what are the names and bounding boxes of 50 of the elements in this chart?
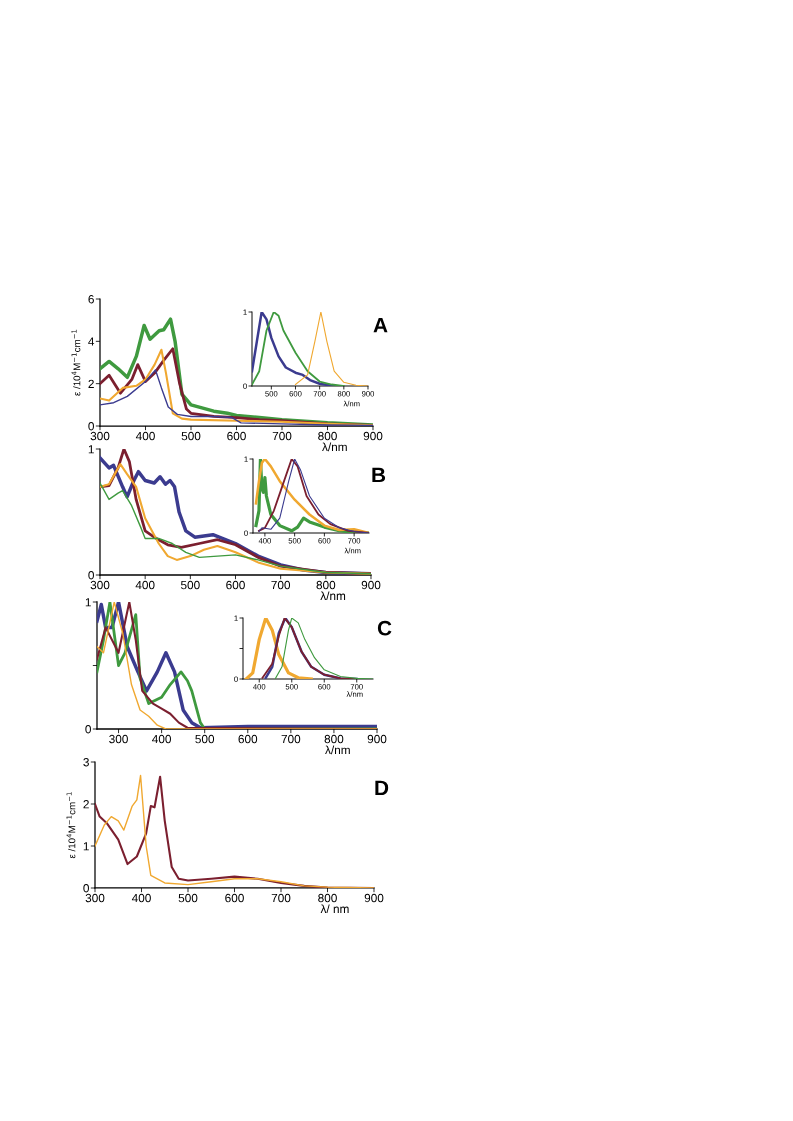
x-axis-title: λ/nm (322, 442, 347, 452)
x-tick-label: 300 (109, 734, 128, 744)
x-tick-label: 800 (316, 580, 336, 590)
x-tick-label: 400 (131, 893, 151, 903)
x-tick-label: 900 (363, 431, 383, 441)
x-tick-label: 700 (271, 893, 291, 903)
x-tick-label: 400 (152, 734, 171, 744)
y-tick-label: 6 (88, 295, 94, 304)
y-tick-label: 2 (83, 800, 89, 809)
x-tick-label: 800 (324, 734, 344, 744)
y-tick-label: 0 (88, 422, 94, 431)
x-tick-label: 500 (178, 893, 198, 903)
x-tick-label: 400 (135, 580, 155, 590)
y-tick-label: 4 (88, 337, 95, 346)
text: D (375, 780, 389, 796)
x-tick-label: 300 (90, 431, 110, 441)
x-tick-label: 700 (281, 734, 301, 744)
x-tick-label: 700 (272, 431, 292, 441)
x-tick-label: 500 (181, 431, 201, 441)
x-tick-label: 700 (271, 580, 291, 590)
y-tick-label: 2 (88, 379, 94, 388)
y-tick-label: 3 (83, 758, 89, 767)
text: B (372, 467, 386, 483)
x-axis-title: λ/ nm (320, 904, 349, 914)
x-tick-label: 900 (367, 734, 387, 744)
y-tick-label: 0 (85, 725, 91, 734)
x-tick-label: 900 (364, 893, 384, 903)
x-tick-label: 600 (226, 580, 245, 590)
x-tick-label: 400 (135, 431, 155, 441)
x-axis-title: λ/nm (320, 591, 346, 601)
x-tick-label: 300 (85, 893, 105, 903)
y-tick-label: 1 (88, 445, 94, 454)
x-tick-label: 500 (195, 734, 215, 744)
y-tick-label: 1 (83, 842, 89, 851)
x-tick-label: 600 (227, 431, 246, 441)
x-tick-label: 600 (225, 893, 244, 903)
x-axis-title: λ/nm (325, 745, 350, 755)
y-tick-label: 1 (85, 598, 91, 607)
text: A (373, 317, 388, 333)
text: C (377, 620, 392, 636)
y-axis-title: ε /10$^{4}$M$^{−1}$cm$^{−1}$ (71, 329, 81, 396)
x-tick-label: 800 (318, 431, 337, 441)
y-tick-label: 0 (88, 571, 94, 580)
x-tick-label: 900 (361, 580, 381, 590)
x-tick-label: 800 (318, 893, 337, 903)
x-tick-label: 300 (90, 580, 110, 590)
y-axis-title: ε /10$^{4}$M$^{−1}$cm$^{−1}$ (66, 792, 76, 859)
x-tick-label: 600 (238, 734, 258, 744)
y-tick-label: 0 (83, 884, 89, 893)
x-tick-label: 500 (180, 580, 200, 590)
